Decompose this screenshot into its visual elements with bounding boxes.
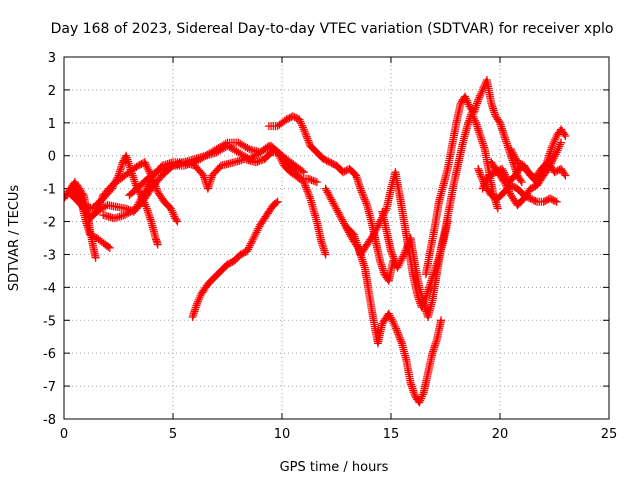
tick-labels: 0 5 10 15 20 25 -8 -7 -6 -5 -4 -3 -2 -1 0 1 2 3 bbox=[43, 51, 617, 442]
series-track-8 bbox=[188, 197, 282, 321]
series-track-4 bbox=[68, 158, 182, 226]
x-tick-label: 15 bbox=[383, 427, 400, 442]
x-tick-label: 0 bbox=[60, 427, 68, 442]
y-tick-label: 2 bbox=[48, 84, 56, 99]
series-track-9 bbox=[264, 112, 398, 285]
y-tick-label: -6 bbox=[43, 347, 56, 362]
y-tick-label: -4 bbox=[43, 281, 56, 296]
y-tick-label: -2 bbox=[43, 216, 56, 231]
y-tick-label: -7 bbox=[43, 380, 56, 395]
y-tick-label: -5 bbox=[43, 314, 56, 329]
x-tick-label: 25 bbox=[601, 427, 618, 442]
y-tick-label: -3 bbox=[43, 248, 56, 263]
y-tick-label: 0 bbox=[48, 150, 56, 165]
y-tick-label: -1 bbox=[43, 183, 56, 198]
series-track-12 bbox=[378, 108, 502, 321]
chart-title: Day 168 of 2023, Sidereal Day-to-day VTE… bbox=[51, 21, 614, 37]
y-tick-label: 3 bbox=[48, 51, 56, 66]
grid bbox=[64, 57, 609, 419]
axis-ticks bbox=[63, 56, 610, 420]
series-marks bbox=[487, 138, 565, 210]
y-tick-label: -8 bbox=[43, 413, 56, 428]
data-marks bbox=[64, 76, 570, 407]
series-track-17 bbox=[487, 138, 565, 210]
series-marks bbox=[264, 112, 398, 285]
x-tick-label: 5 bbox=[169, 427, 177, 442]
plot-frame bbox=[63, 56, 610, 420]
y-tick-label: 1 bbox=[48, 117, 56, 132]
series-track-10 bbox=[321, 184, 446, 407]
x-axis-label: GPS time / hours bbox=[280, 460, 389, 475]
series-marks bbox=[125, 141, 321, 200]
x-tick-label: 20 bbox=[492, 427, 509, 442]
y-axis-label: SDTVAR / TECUs bbox=[7, 185, 22, 292]
x-tick-label: 10 bbox=[274, 427, 291, 442]
series-marks bbox=[378, 108, 502, 321]
series-marks bbox=[321, 184, 446, 407]
series-track-7 bbox=[125, 141, 321, 200]
series-marks bbox=[68, 158, 182, 226]
series-marks bbox=[188, 197, 282, 321]
